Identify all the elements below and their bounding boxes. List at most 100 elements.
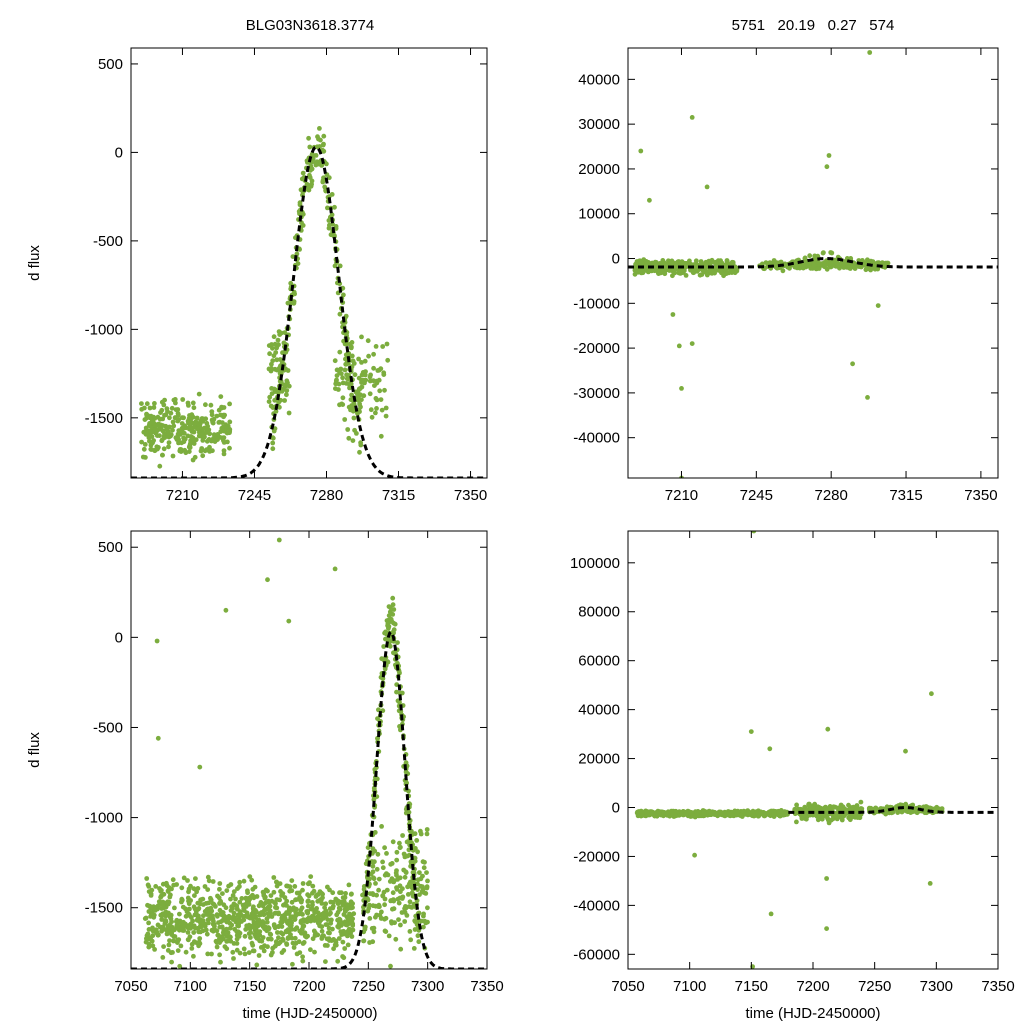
data-point (254, 962, 260, 968)
data-point (794, 802, 799, 808)
data-point (319, 901, 325, 906)
y-tick-label: -500 (93, 719, 123, 736)
data-point (178, 447, 184, 452)
data-point (300, 887, 305, 893)
data-point (288, 932, 293, 937)
data-point (290, 961, 295, 967)
data-point (357, 449, 362, 455)
y-tick-label: 500 (98, 539, 123, 556)
data-point (692, 852, 697, 858)
x-tick-label: 7150 (735, 978, 768, 995)
title-left: BLG03N3618.3774 (246, 17, 374, 34)
data-point (639, 260, 645, 266)
data-point (313, 160, 318, 166)
data-point (323, 908, 329, 914)
data-point (147, 405, 153, 411)
data-point (333, 381, 339, 387)
data-point (310, 883, 316, 889)
data-point (271, 875, 277, 880)
data-point (185, 937, 191, 942)
data-point (424, 885, 430, 891)
panel-top-left: 7210 7245 7280 7315 7350 -1500 -1000 -500 0 500 (85, 47, 488, 504)
data-point (340, 375, 345, 381)
data-point (721, 811, 727, 816)
data-point (202, 425, 208, 431)
data-point (366, 353, 371, 359)
data-point (222, 913, 227, 919)
data-point (342, 417, 348, 422)
data-point (374, 892, 379, 898)
data-point (342, 341, 348, 347)
data-point (219, 420, 225, 425)
data-point (231, 889, 237, 894)
data-point (668, 260, 674, 266)
data-point (221, 448, 227, 453)
data-point (301, 923, 307, 929)
data-point (773, 264, 779, 270)
data-point (237, 899, 243, 905)
data-point (218, 959, 223, 965)
data-point (150, 933, 156, 939)
data-point (201, 913, 206, 919)
data-point (300, 170, 306, 176)
x-tick-label: 7100 (673, 978, 706, 995)
data-point (348, 381, 354, 387)
data-point (383, 629, 388, 635)
data-point (812, 801, 818, 807)
data-point (389, 876, 395, 882)
data-point (199, 919, 205, 925)
data-point (421, 865, 427, 871)
data-point (174, 917, 180, 923)
data-point (278, 330, 284, 336)
data-point (320, 178, 326, 183)
data-point (380, 893, 386, 899)
data-point (323, 913, 329, 919)
data-point (176, 937, 182, 942)
data-point (202, 884, 208, 889)
data-point (274, 883, 280, 889)
data-point (189, 941, 195, 947)
data-point (171, 882, 177, 888)
data-point (708, 812, 713, 817)
data-point (139, 439, 145, 445)
data-point (143, 915, 149, 921)
data-point (265, 888, 270, 894)
data-point (209, 409, 215, 414)
data-point (701, 269, 707, 275)
data-point (348, 930, 353, 936)
data-point (215, 913, 220, 919)
data-point (320, 895, 325, 901)
data-point (292, 884, 298, 889)
y-tick-label: -1000 (85, 810, 123, 827)
data-point (397, 840, 402, 846)
data-point (261, 948, 267, 954)
data-point (297, 890, 302, 896)
data-point (185, 930, 191, 935)
x-tick-label: 7300 (411, 978, 444, 995)
data-point (360, 377, 366, 383)
data-point (169, 931, 175, 937)
data-point (645, 812, 651, 818)
data-point (144, 876, 150, 881)
data-point (829, 250, 835, 256)
data-point (250, 942, 256, 948)
data-point (368, 407, 374, 413)
data-point (326, 175, 332, 181)
data-point (315, 892, 321, 897)
x-tick-label: 7245 (238, 487, 271, 504)
data-point (161, 944, 167, 949)
data-point (292, 291, 297, 297)
data-point (173, 400, 178, 406)
data-point (839, 817, 845, 823)
data-point (181, 425, 187, 431)
panel-top-right: 7210 7245 7280 7315 7350 -40000 -30000 -20000 -1… (573, 47, 999, 504)
data-point (683, 812, 689, 817)
data-point (356, 356, 361, 362)
data-point (783, 811, 788, 817)
data-point (312, 949, 317, 955)
data-point (146, 889, 152, 894)
data-point (391, 906, 397, 912)
data-point (337, 370, 342, 376)
data-point (220, 891, 225, 896)
data-point (815, 253, 821, 259)
